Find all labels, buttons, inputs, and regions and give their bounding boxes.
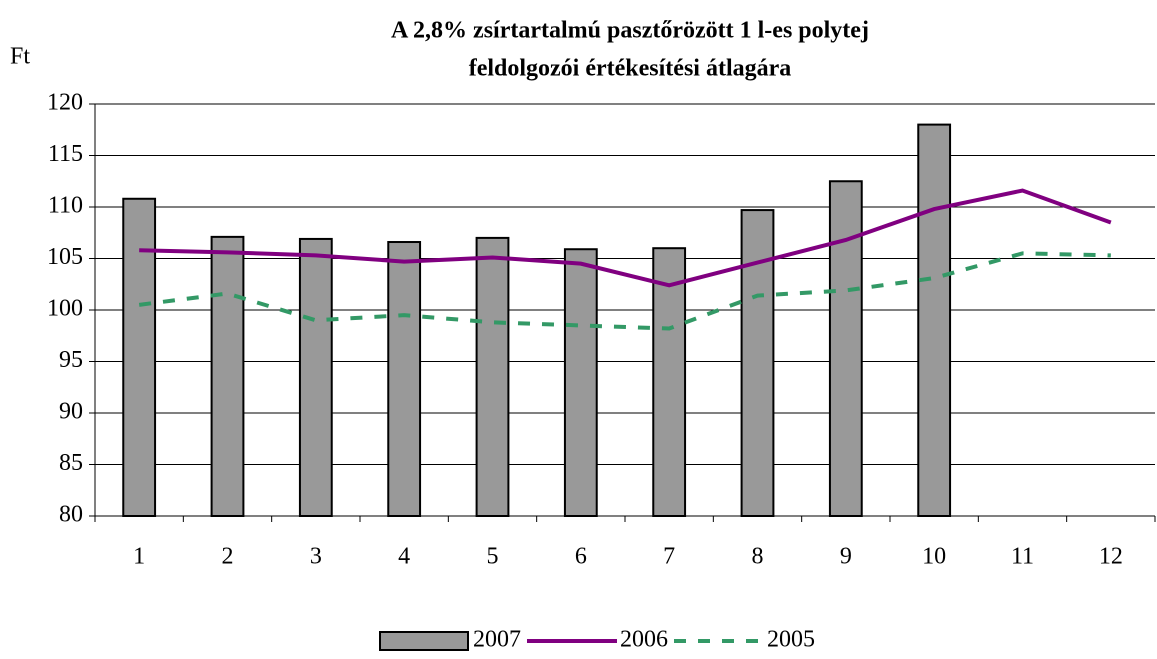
chart-title: A 2,8% zsírtartalmú pasztőrözött 1 l-es … [391,18,869,44]
x-tick-label: 8 [752,544,764,570]
x-tick-label: 9 [840,544,852,570]
x-tick-label: 11 [1011,544,1034,570]
x-tick-label: 6 [575,544,587,570]
legend-label: 2005 [767,627,815,653]
legend-swatch [379,631,469,651]
legend-label: 2006 [620,627,668,653]
legend-label: 2007 [473,627,521,653]
bar [563,248,598,517]
y-tick-label: 85 [59,450,83,476]
bar [122,197,157,517]
y-tick-label: 100 [47,296,83,322]
x-tick-label: 2 [222,544,234,570]
bar [298,237,333,517]
y-tick-label: 80 [59,502,83,528]
y-tick-label: 95 [59,347,83,373]
x-tick-label: 4 [398,544,410,570]
x-tick-label: 10 [922,544,946,570]
bar [210,235,245,517]
y-tick-label: 120 [47,90,83,116]
bar [828,180,863,517]
bar [475,236,510,517]
chart-title: feldolgozói értékesítési átlagára [469,56,792,82]
x-tick-label: 12 [1099,544,1123,570]
x-tick-label: 7 [663,544,675,570]
x-tick-label: 3 [310,544,322,570]
bar [652,247,687,517]
line [139,188,1112,288]
bar [387,241,422,518]
bar [917,123,952,517]
y-tick-label: 110 [48,193,83,219]
y-tick-label: 115 [48,141,83,167]
y-axis-label: Ft [10,44,30,70]
x-tick-label: 1 [133,544,145,570]
line [138,251,1111,331]
x-tick-label: 5 [487,544,499,570]
y-tick-label: 105 [47,244,83,270]
y-tick-label: 90 [59,399,83,425]
bar [740,209,775,517]
